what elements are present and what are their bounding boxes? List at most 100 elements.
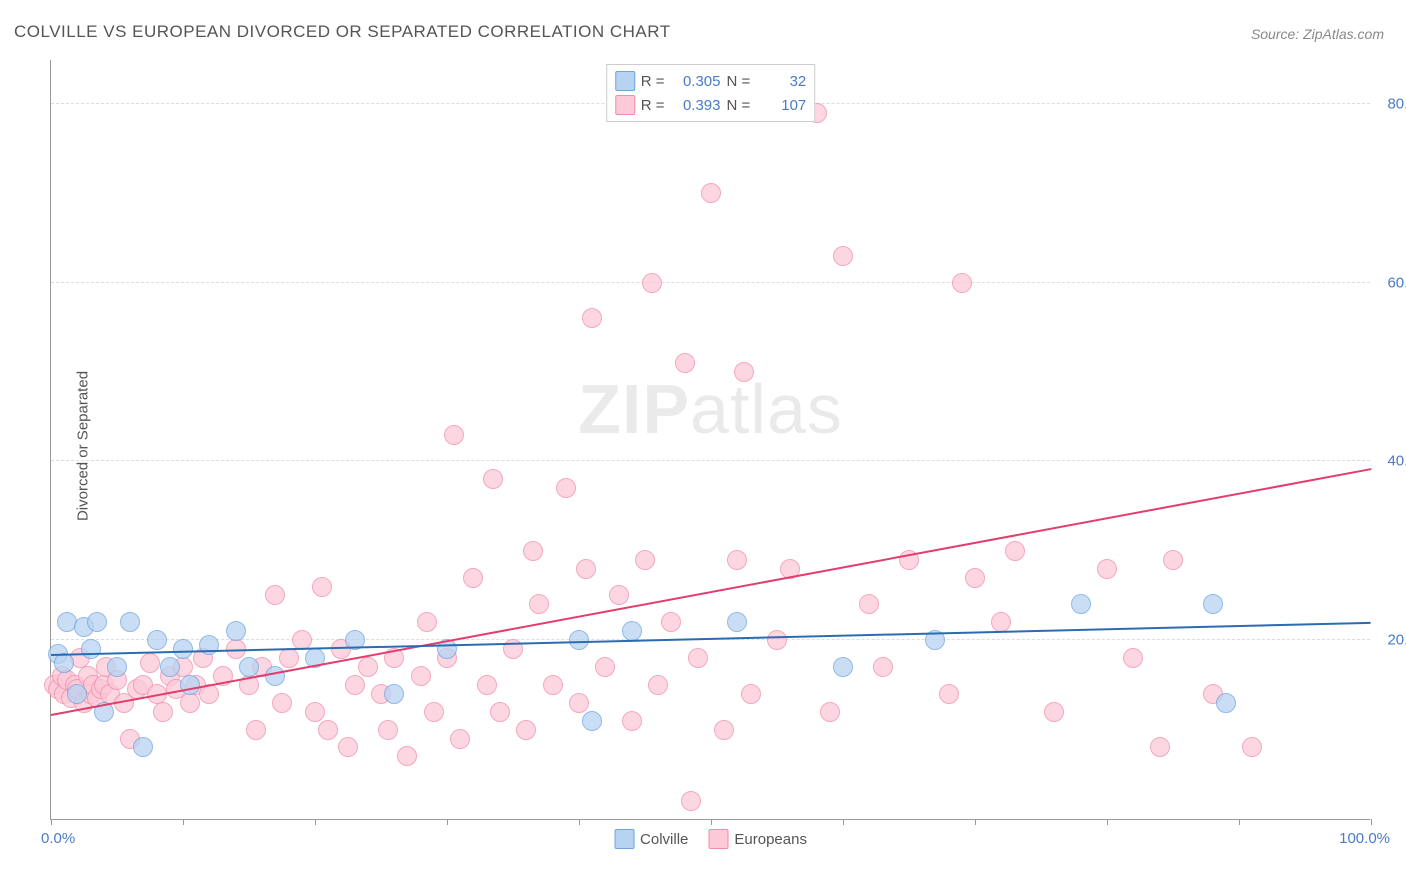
watermark-light: atlas: [690, 370, 843, 448]
point-european: [345, 675, 365, 695]
swatch-european: [615, 95, 635, 115]
x-tick: [1239, 819, 1240, 825]
point-european: [833, 246, 853, 266]
swatch-colville: [615, 71, 635, 91]
point-european: [463, 568, 483, 588]
point-european: [516, 720, 536, 740]
point-european: [727, 550, 747, 570]
legend-label: Europeans: [734, 831, 807, 848]
legend-stats: R = 0.305 N = 32 R = 0.393 N = 107: [606, 64, 816, 122]
point-european: [1150, 737, 1170, 757]
legend-item: Europeans: [708, 829, 807, 849]
point-european: [1097, 559, 1117, 579]
point-european: [576, 559, 596, 579]
r-label: R =: [641, 97, 665, 114]
point-european: [358, 657, 378, 677]
watermark-bold: ZIP: [578, 370, 690, 448]
point-european: [873, 657, 893, 677]
point-european: [734, 362, 754, 382]
point-european: [965, 568, 985, 588]
watermark: ZIPatlas: [578, 369, 843, 449]
point-european: [648, 675, 668, 695]
chart-title: COLVILLE VS EUROPEAN DIVORCED OR SEPARAT…: [14, 22, 671, 42]
point-european: [397, 746, 417, 766]
r-value: 0.393: [671, 97, 721, 114]
point-european: [490, 702, 510, 722]
point-colville: [622, 621, 642, 641]
point-european: [582, 308, 602, 328]
point-european: [1163, 550, 1183, 570]
point-european: [529, 594, 549, 614]
point-european: [153, 702, 173, 722]
legend-item: Colville: [614, 829, 688, 849]
point-european: [1123, 648, 1143, 668]
trendline-european: [51, 468, 1371, 716]
point-european: [569, 693, 589, 713]
point-european: [952, 273, 972, 293]
gridline: [51, 282, 1370, 283]
point-european: [265, 585, 285, 605]
point-european: [417, 612, 437, 632]
point-european: [1044, 702, 1064, 722]
x-tick: [579, 819, 580, 825]
point-european: [305, 702, 325, 722]
y-tick-label: 80.0%: [1387, 95, 1406, 112]
x-tick: [1371, 819, 1372, 825]
swatch-european: [708, 829, 728, 849]
point-colville: [147, 630, 167, 650]
x-tick: [975, 819, 976, 825]
point-european: [741, 684, 761, 704]
point-european: [279, 648, 299, 668]
point-colville: [239, 657, 259, 677]
point-european: [681, 791, 701, 811]
plot-area: ZIPatlas R = 0.305 N = 32 R = 0.393 N = …: [50, 60, 1370, 820]
point-european: [820, 702, 840, 722]
point-european: [609, 585, 629, 605]
point-colville: [226, 621, 246, 641]
point-european: [622, 711, 642, 731]
x-tick: [843, 819, 844, 825]
point-european: [180, 693, 200, 713]
point-colville: [173, 639, 193, 659]
point-european: [642, 273, 662, 293]
point-colville: [384, 684, 404, 704]
source-attribution: Source: ZipAtlas.com: [1251, 26, 1384, 42]
point-colville: [180, 675, 200, 695]
point-european: [543, 675, 563, 695]
point-european: [378, 720, 398, 740]
point-colville: [133, 737, 153, 757]
point-colville: [160, 657, 180, 677]
x-tick: [51, 819, 52, 825]
legend-stats-row: R = 0.393 N = 107: [615, 93, 807, 117]
point-colville: [87, 612, 107, 632]
y-tick-label: 20.0%: [1387, 632, 1406, 649]
point-european: [318, 720, 338, 740]
point-european: [483, 469, 503, 489]
point-european: [411, 666, 431, 686]
point-colville: [833, 657, 853, 677]
point-european: [338, 737, 358, 757]
point-european: [140, 653, 160, 673]
point-colville: [1216, 693, 1236, 713]
r-label: R =: [641, 73, 665, 90]
point-european: [661, 612, 681, 632]
point-european: [246, 720, 266, 740]
r-value: 0.305: [671, 73, 721, 90]
point-colville: [120, 612, 140, 632]
point-european: [444, 425, 464, 445]
gridline: [51, 460, 1370, 461]
point-european: [991, 612, 1011, 632]
point-colville: [265, 666, 285, 686]
point-european: [859, 594, 879, 614]
n-label: N =: [727, 97, 751, 114]
point-european: [939, 684, 959, 704]
point-european: [272, 693, 292, 713]
y-tick-label: 40.0%: [1387, 453, 1406, 470]
point-european: [450, 729, 470, 749]
point-colville: [1203, 594, 1223, 614]
point-european: [523, 541, 543, 561]
point-european: [714, 720, 734, 740]
y-tick-label: 60.0%: [1387, 274, 1406, 291]
x-tick: [183, 819, 184, 825]
x-axis-min-label: 0.0%: [41, 830, 75, 847]
